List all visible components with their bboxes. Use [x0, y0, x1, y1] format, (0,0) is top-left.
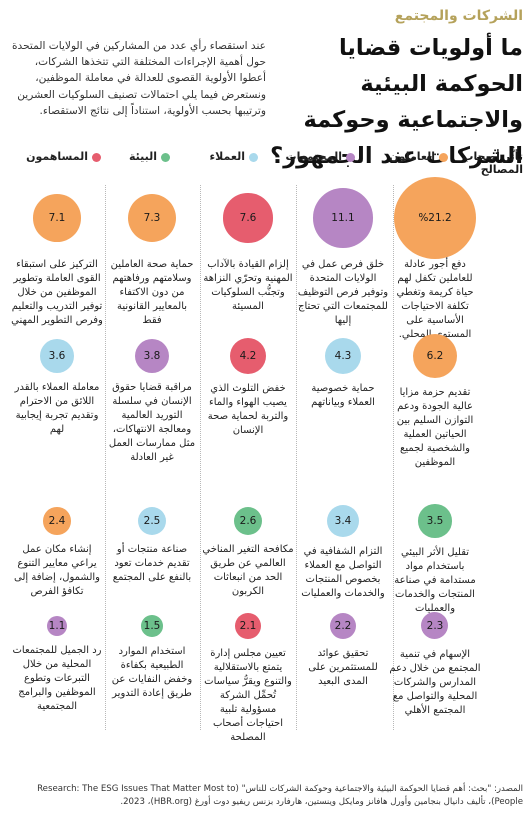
bubble: 3.8: [134, 338, 170, 374]
legend-item-communities: المجتمعات: [286, 150, 355, 163]
bubble: 7.1: [33, 194, 81, 242]
bubble-label: تقليل الأثر البيئي باستخدام مواد مستدامة…: [394, 546, 476, 614]
legend-item-workers: العاملون: [389, 150, 448, 163]
bubble-label: مكافحة التغير المناخي العالمي عن طريق ال…: [202, 544, 294, 598]
legend-label-workers: العاملون: [389, 150, 435, 163]
bubble: 2.6: [233, 506, 263, 536]
bubble-label: تقديم حزمة مزايا عالية الجودة ودعم التوا…: [396, 387, 474, 469]
legend-label-customers: العملاء: [209, 150, 245, 163]
legend-item-shareholders: المساهمون: [26, 150, 101, 163]
legend-item-customers: العملاء: [210, 150, 258, 163]
legend-label-environment: البيئة: [128, 150, 157, 163]
legend-heading: تأثُّر أصحاب المصالح: [462, 150, 523, 176]
bubble-label: إنشاء مكان عمل يراعي معايير التنوع والشم…: [14, 543, 100, 597]
page-title: ما أولويات قضايا الحوكمة البيئية والاجتم…: [270, 35, 523, 169]
legend-dot-shareholders: [92, 153, 101, 162]
bubble-label: رد الجميل للمجتمعات المحلية من خلال التب…: [12, 645, 102, 712]
legend-dot-workers: [439, 153, 448, 162]
bubble: 2.3: [421, 612, 449, 640]
bubble: 3.4: [326, 504, 360, 538]
bubble-label: دفع أجور عادلة للعاملين تكفل لهم حياة كر…: [396, 259, 474, 340]
source-note: المصدر: "بحث: أهم قضايا الحوكمة البيئية …: [37, 784, 523, 807]
bubble: 2.2: [329, 612, 357, 640]
column-divider: [200, 185, 201, 730]
bubble-label: تحقيق عوائد للمستثمرين على المدى البعيد: [308, 648, 378, 688]
bubble: 6.2: [412, 333, 458, 379]
bubble: 2.4: [43, 507, 71, 535]
bubble-label: استخدام الموارد الطبيعية بكفاءة وخفض الن…: [111, 645, 193, 699]
bubble-label: معاملة العملاء بالقدر اللائق من الاحترام…: [14, 381, 100, 435]
bubble: 1.1: [47, 616, 67, 636]
bubble: 4.2: [229, 337, 267, 375]
column-divider: [296, 185, 297, 730]
bubble-label: صناعة منتجات أو تقديم خدمات تعود بالنفع …: [112, 544, 192, 584]
bubble-label: حماية خصوصية العملاء وبياناتهم: [311, 383, 375, 409]
bubble: 7.3: [127, 193, 177, 243]
bubble-label: الإسهام في تنمية المجتمع من خلال دعم الم…: [389, 648, 481, 716]
legend-label-shareholders: المساهمون: [26, 150, 88, 163]
bubble-label: تعيين مجلس إدارة يتمتع بالاستقلالية والت…: [204, 647, 292, 743]
bubble: 4.3: [324, 337, 362, 375]
column-divider: [393, 185, 394, 730]
legend-dot-communities: [346, 153, 355, 162]
bubble: %21.2: [394, 177, 476, 259]
bubble-label: مراقبة قضايا حقوق الإنسان في سلسلة التور…: [108, 382, 196, 464]
bubble: 3.5: [418, 504, 452, 538]
bubble-label: إلزام القيادة بالآداب المهنية وتحرّي الن…: [203, 259, 293, 312]
bubble: 1.5: [141, 615, 163, 637]
bubble-label: التزام الشفافية في التواصل مع العملاء بخ…: [301, 546, 385, 600]
bubble: 2.1: [235, 613, 261, 639]
legend: تأثُّر أصحاب المصالح العاملون المجتمعات …: [8, 150, 523, 180]
intro-text: عند استقصاء رأي عدد من المشاركين في الول…: [11, 40, 266, 117]
column-divider: [105, 185, 106, 730]
section-label: الشركات والمجتمع: [394, 8, 523, 24]
bubble: 2.5: [137, 506, 167, 536]
bubble-label: خلق فرص عمل في الولايات المتحدة وتوفير ف…: [297, 259, 389, 326]
legend-label-communities: المجتمعات: [285, 150, 342, 163]
bubble-label: التركيز على استبقاء القوى العاملة وتطوير…: [11, 259, 103, 326]
bubble-label: حماية صحة العاملين وسلامتهم ورفاهتهم من …: [110, 259, 194, 326]
legend-dot-environment: [161, 153, 170, 162]
legend-item-environment: البيئة: [129, 150, 170, 163]
bubble: 7.6: [223, 193, 273, 243]
legend-dot-customers: [249, 153, 258, 162]
bubble: 11.1: [313, 188, 373, 248]
bubble: 3.6: [40, 339, 74, 373]
bubble-label: خفض التلوث الذي يصيب الهواء والماء والتر…: [207, 383, 289, 437]
